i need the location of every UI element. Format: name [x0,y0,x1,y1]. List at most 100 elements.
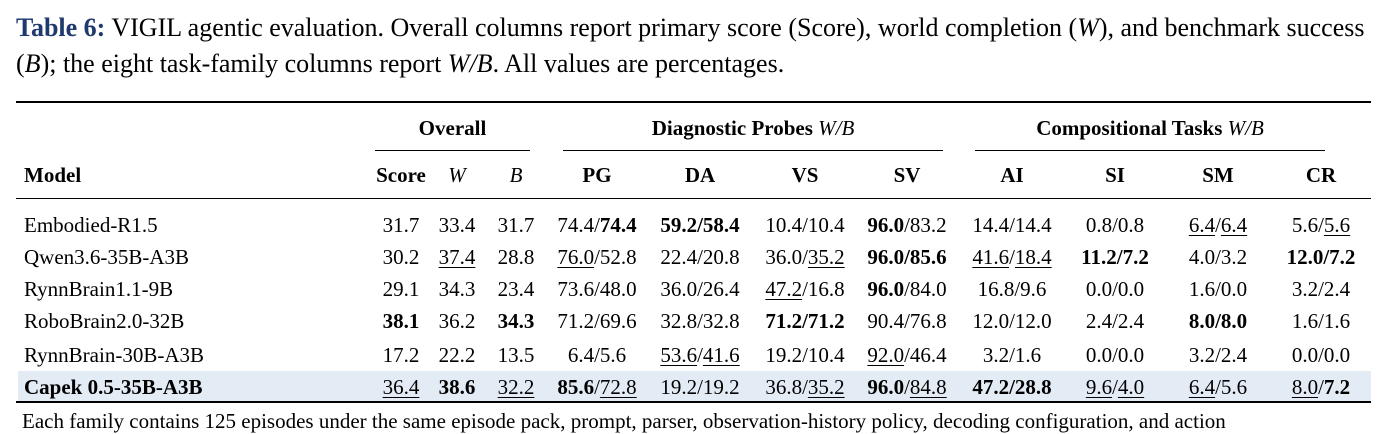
text-run: 8.0 [1291,375,1319,399]
table-cell: 3.2/2.4 [1292,276,1350,302]
text-run: 33.4 [438,213,476,237]
text-run: 19.2/19.2 [660,375,740,399]
text-run: PG [582,163,612,187]
text-run: 14.4/14.4 [972,213,1052,237]
table-cell: 74.4/74.4 [557,212,636,238]
text-run: 2.4/2.4 [1085,309,1145,333]
model-name: Qwen3.6-35B-A3B [24,244,189,270]
text-run: Each family contains 125 episodes under … [22,409,1226,433]
table-cell: 31.7 [498,212,535,238]
table-cell: 96.0/83.2 [867,212,946,238]
table-cell: 12.0/12.0 [972,308,1051,334]
text-run: 47.2/28.8 [972,375,1052,399]
text-run: ), and benchmark success ( [16,13,1365,78]
table-cell: 96.0/84.8 [867,374,946,400]
text-run: / [1112,375,1118,399]
column-header: AI [1000,162,1023,188]
page: {"caption":[{"text":"Table 6:","bold":tr… [16,13,1371,433]
group-header: Overall [419,115,487,141]
table-cell: 19.2/10.4 [765,342,844,368]
header-rule [16,198,1371,199]
row-highlight [18,371,1371,402]
text-run: Compositional Tasks [1036,116,1228,140]
text-run: Overall [418,116,487,140]
text-run: 38.1 [382,309,420,333]
text-run: 22.2 [438,343,476,367]
text-run: 37.4 [438,245,476,269]
text-run: /16.8 [802,277,845,301]
table-cell: 6.4/6.4 [1189,212,1247,238]
text-run: 71.2/71.2 [765,309,845,333]
text-run: 0.8/0.8 [1085,213,1145,237]
table-cell: 13.5 [498,342,535,368]
text-run: 31.7 [497,213,535,237]
text-run: Diagnostic Probes [651,116,819,140]
text-run: 47.2 [765,277,803,301]
text-run: 28.8 [497,245,535,269]
text-run: 35.2 [807,245,845,269]
text-run: SM [1202,163,1234,187]
text-run: AI [1000,163,1024,187]
text-run: Model [24,163,82,187]
text-run: 76.0 [557,245,595,269]
text-run: 96.0 [867,375,905,399]
text-run: / [1215,213,1221,237]
text-run: 1.6/1.6 [1291,309,1351,333]
table-cell: 19.2/19.2 [660,374,739,400]
text-run: /83.2 [904,213,947,237]
text-run: 0.0/0.0 [1085,277,1145,301]
table-cell: 33.4 [439,212,476,238]
text-run: 85.6 [557,375,595,399]
table-cell: 38.6 [439,374,476,400]
text-run: 8.0/8.0 [1188,309,1248,333]
text-run: / [594,375,600,399]
text-run: 6.4 [1188,213,1216,237]
text-run: 6.4 [1220,213,1248,237]
text-run: 5.6/ [1291,213,1324,237]
text-run: 96.0 [867,213,905,237]
text-run: / [904,375,910,399]
text-run: 41.6 [702,343,740,367]
table-cell: 23.4 [498,276,535,302]
table-cell: 34.3 [439,276,476,302]
table-cell: 0.0/0.0 [1086,342,1144,368]
table-cell: 4.0/3.2 [1189,244,1247,270]
text-run: 12.0/12.0 [972,309,1052,333]
table-cell: 32.2 [498,374,535,400]
table-cell: 38.1 [383,308,420,334]
table-cell: 32.8/32.8 [660,308,739,334]
table-cell: 3.2/1.6 [983,342,1041,368]
table-cell: 0.0/0.0 [1292,342,1350,368]
text-run: 0.0/0.0 [1291,343,1351,367]
text-run: 59.2/58.4 [660,213,740,237]
group-underline [563,150,943,151]
text-run: W [448,163,466,187]
text-run: 6.4 [1188,375,1216,399]
text-run: 41.6 [972,245,1010,269]
text-run: Qwen3.6-35B-A3B [24,245,190,269]
text-run: 36.4 [382,375,420,399]
table-cell: 36.2 [439,308,476,334]
text-run: 10.4/10.4 [765,213,845,237]
table-cell: 3.2/2.4 [1189,342,1247,368]
table-cell: 73.6/48.0 [557,276,636,302]
text-run: Score [376,163,426,187]
table-cell: 2.4/2.4 [1086,308,1144,334]
table-cell: 36.4 [383,374,420,400]
table-cell: 92.0/46.4 [867,342,946,368]
table-cell: 37.4 [439,244,476,270]
text-run: 31.7 [382,213,420,237]
table-cell: 22.4/20.8 [660,244,739,270]
table-cell: 31.7 [383,212,420,238]
text-run: /52.8 [594,245,637,269]
text-run: 19.2/10.4 [765,343,845,367]
text-run: 36.2 [438,309,476,333]
column-header: VS [792,162,819,188]
table-cell: 14.4/14.4 [972,212,1051,238]
table-cell: 71.2/71.2 [765,308,844,334]
text-run: DA [684,163,716,187]
table-cell: 76.0/52.8 [557,244,636,270]
table-cell: 36.0/35.2 [765,244,844,270]
table-cell: 10.4/10.4 [765,212,844,238]
table-cell: 9.6/4.0 [1086,374,1144,400]
